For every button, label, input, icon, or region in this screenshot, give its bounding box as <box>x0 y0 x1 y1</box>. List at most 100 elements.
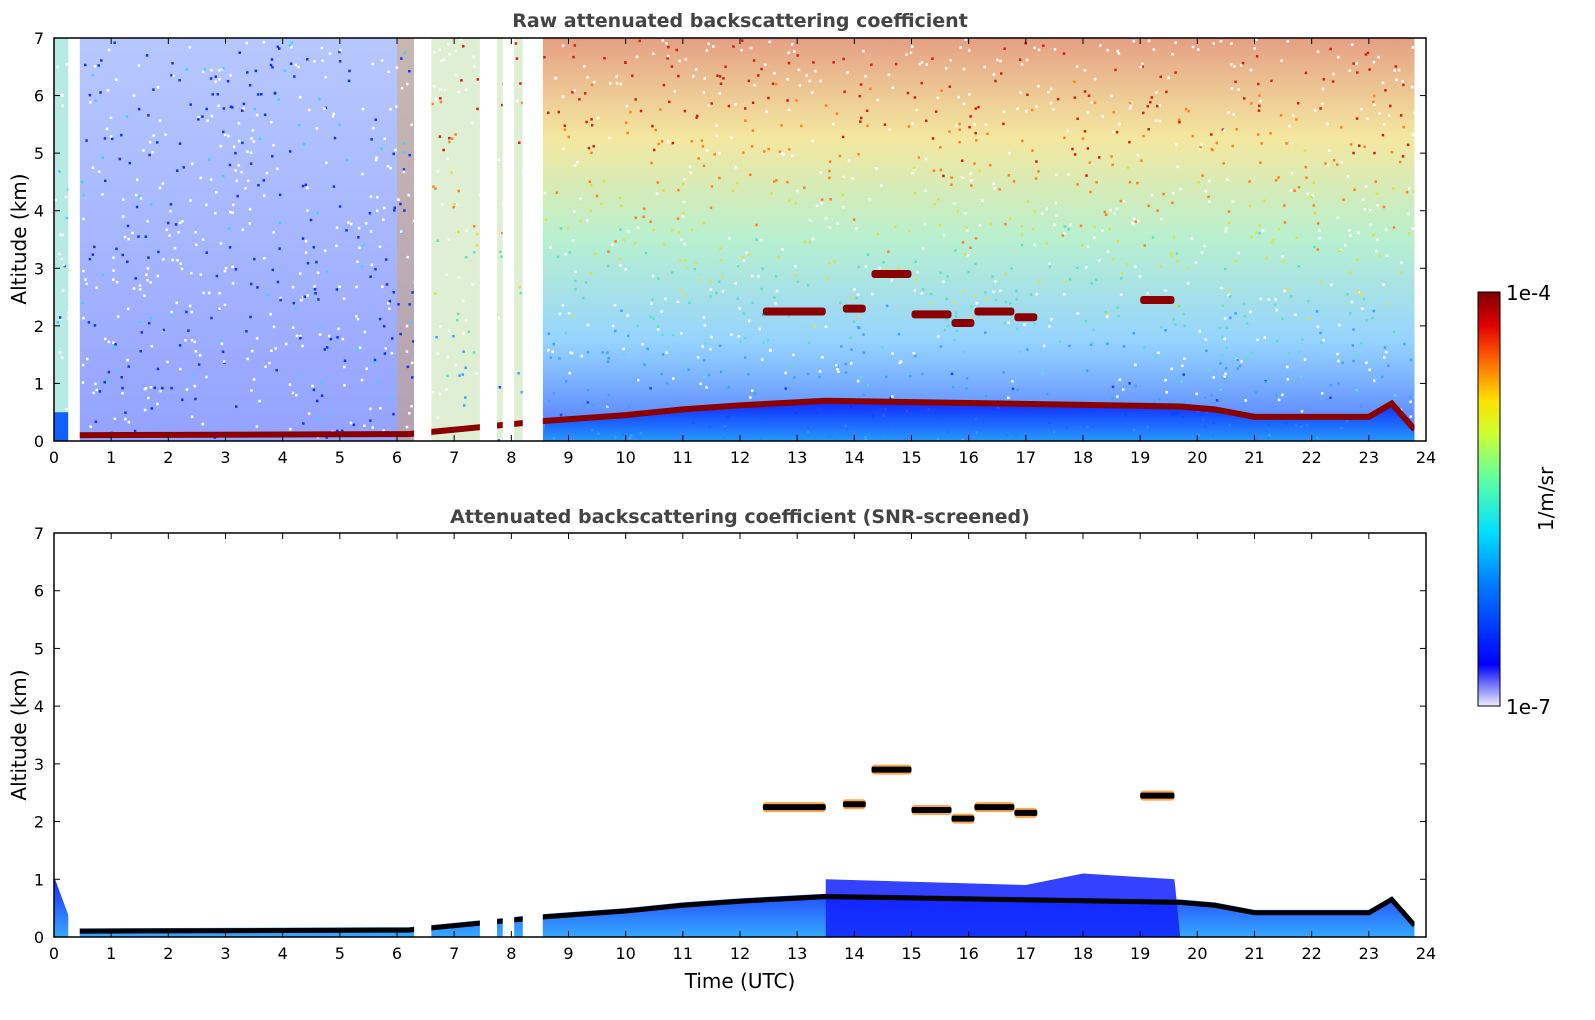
raw-noise-pixel <box>1349 143 1353 146</box>
raw-noise-pixel <box>549 246 552 249</box>
raw-noise-pixel <box>856 379 860 383</box>
raw-noise-pixel <box>139 349 143 353</box>
raw-noise-pixel <box>316 211 320 215</box>
raw-noise-pixel <box>357 236 360 239</box>
raw-noise-pixel <box>1119 199 1123 203</box>
raw-noise-pixel <box>1305 176 1308 179</box>
raw-noise-pixel <box>734 103 737 106</box>
raw-noise-pixel <box>335 244 338 248</box>
raw-noise-pixel <box>201 238 205 241</box>
raw-noise-pixel <box>231 203 235 207</box>
raw-x-tick-label: 15 <box>901 448 921 467</box>
raw-noise-pixel <box>349 222 353 226</box>
colorbar-min-label: 1e-7 <box>1506 695 1551 719</box>
raw-noise-pixel <box>1067 228 1070 231</box>
raw-noise-pixel <box>978 224 982 227</box>
raw-noise-pixel <box>304 251 308 254</box>
raw-noise-pixel <box>1048 262 1051 266</box>
raw-noise-pixel <box>106 379 110 382</box>
raw-noise-pixel <box>1368 368 1371 372</box>
raw-noise-pixel <box>1183 401 1186 405</box>
raw-noise-pixel <box>343 383 346 387</box>
raw-noise-pixel <box>1215 399 1219 402</box>
colorbar: 1e-4 1e-7 1/m/sr <box>1477 281 1558 719</box>
raw-noise-pixel <box>696 114 699 118</box>
raw-noise-pixel <box>1179 187 1182 191</box>
raw-noise-pixel <box>387 70 390 74</box>
raw-noise-pixel <box>397 303 400 306</box>
raw-noise-pixel <box>472 55 475 59</box>
raw-noise-pixel <box>250 349 254 353</box>
raw-noise-pixel <box>567 135 570 139</box>
raw-noise-pixel <box>383 352 387 355</box>
raw-noise-pixel <box>264 365 267 368</box>
raw-noise-pixel <box>1264 380 1268 384</box>
raw-noise-pixel <box>841 177 844 180</box>
raw-noise-pixel <box>773 296 776 299</box>
raw-noise-pixel <box>58 316 62 319</box>
raw-noise-pixel <box>853 288 856 291</box>
raw-noise-pixel <box>1050 318 1053 321</box>
raw-noise-pixel <box>214 211 217 215</box>
raw-noise-pixel <box>1222 129 1226 132</box>
raw-noise-pixel <box>731 189 735 193</box>
raw-noise-pixel <box>246 357 249 361</box>
raw-noise-pixel <box>500 231 504 235</box>
raw-noise-pixel <box>942 174 945 178</box>
raw-noise-pixel <box>205 375 208 379</box>
raw-noise-pixel <box>1081 137 1085 140</box>
raw-noise-pixel <box>1249 68 1253 72</box>
raw-noise-pixel <box>929 292 933 296</box>
screened-cloud-layer <box>951 815 975 822</box>
raw-noise-pixel <box>297 65 300 69</box>
raw-noise-pixel <box>679 258 682 262</box>
raw-noise-pixel <box>147 321 151 325</box>
raw-noise-pixel <box>369 275 372 278</box>
raw-noise-pixel <box>338 60 342 63</box>
raw-noise-pixel <box>165 228 169 232</box>
raw-noise-pixel <box>578 197 582 201</box>
raw-noise-pixel <box>718 92 722 95</box>
raw-noise-pixel <box>727 104 731 108</box>
raw-noise-pixel <box>1241 61 1245 65</box>
raw-noise-pixel <box>231 265 234 269</box>
raw-noise-pixel <box>1280 59 1284 62</box>
raw-noise-pixel <box>924 119 928 123</box>
raw-noise-pixel <box>642 215 646 219</box>
raw-noise-pixel <box>743 336 747 340</box>
raw-noise-pixel <box>127 365 130 368</box>
raw-noise-pixel <box>464 318 468 322</box>
raw-noise-pixel <box>172 74 175 78</box>
raw-noise-pixel <box>270 154 274 158</box>
raw-noise-pixel <box>618 264 622 267</box>
raw-noise-pixel <box>694 262 698 265</box>
raw-noise-pixel <box>1222 162 1226 165</box>
raw-x-tick-label: 11 <box>673 448 693 467</box>
raw-noise-pixel <box>194 350 198 353</box>
raw-noise-pixel <box>89 425 93 429</box>
raw-noise-pixel <box>343 365 346 369</box>
raw-noise-pixel <box>237 122 241 125</box>
raw-noise-pixel <box>112 278 115 281</box>
raw-noise-pixel <box>464 366 467 370</box>
raw-noise-pixel <box>1319 331 1322 335</box>
raw-noise-pixel <box>81 180 84 184</box>
raw-noise-pixel <box>889 396 892 400</box>
raw-noise-pixel <box>832 122 835 126</box>
raw-noise-pixel <box>1156 209 1159 212</box>
raw-noise-pixel <box>391 337 394 340</box>
screened-data-gap <box>479 908 498 937</box>
raw-noise-pixel <box>677 74 680 78</box>
raw-noise-pixel <box>205 251 208 254</box>
raw-noise-pixel <box>248 207 252 211</box>
raw-noise-pixel <box>115 247 118 251</box>
raw-noise-pixel <box>378 317 382 321</box>
raw-noise-pixel <box>568 251 572 254</box>
raw-noise-pixel <box>303 295 306 299</box>
raw-noise-pixel <box>940 89 943 92</box>
raw-noise-pixel <box>1122 388 1125 391</box>
raw-noise-pixel <box>383 137 386 141</box>
raw-noise-pixel <box>116 368 119 372</box>
raw-x-tick-label: 1 <box>106 448 116 467</box>
raw-y-axis-label: Altitude (km) <box>7 173 31 304</box>
